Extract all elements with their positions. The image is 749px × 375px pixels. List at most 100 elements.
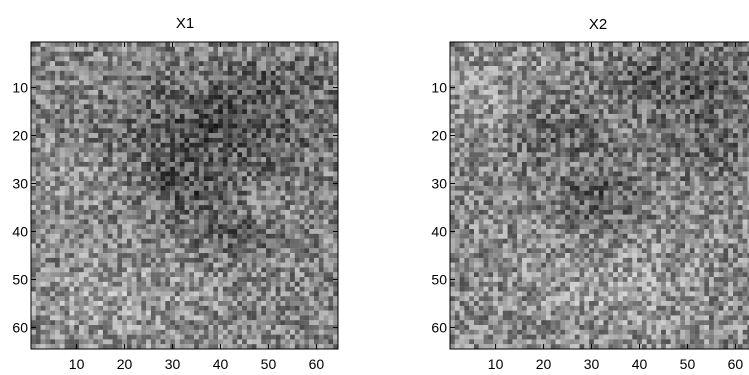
heatmap-cell xyxy=(651,70,657,76)
heatmap-cell xyxy=(174,61,180,67)
heatmap-cell xyxy=(237,65,243,71)
heatmap-cell xyxy=(237,123,243,129)
heatmap-cell xyxy=(579,61,585,67)
heatmap-cell xyxy=(184,109,190,115)
heatmap-cell xyxy=(299,161,305,167)
heatmap-cell xyxy=(507,85,513,91)
heatmap-cell xyxy=(54,42,60,47)
heatmap-cell xyxy=(179,80,185,86)
heatmap-cell xyxy=(184,219,190,225)
heatmap-cell xyxy=(579,51,585,57)
heatmap-cell xyxy=(184,104,190,110)
heatmap-cell xyxy=(174,181,180,187)
heatmap-cell xyxy=(318,137,324,143)
heatmap-cell xyxy=(54,277,60,282)
heatmap-cell xyxy=(304,128,310,134)
heatmap-cell xyxy=(165,267,171,273)
heatmap-cell xyxy=(122,166,128,172)
heatmap-cell xyxy=(545,42,551,47)
heatmap-cell xyxy=(136,181,142,187)
heatmap-cell xyxy=(517,104,523,110)
heatmap-cell xyxy=(333,272,339,278)
heatmap-cell xyxy=(565,75,571,81)
heatmap-cell xyxy=(598,89,604,95)
heatmap-cell xyxy=(651,56,657,62)
heatmap-cell xyxy=(622,65,628,71)
heatmap-cell xyxy=(323,85,329,91)
heatmap-cell xyxy=(50,113,56,119)
heatmap-cell xyxy=(222,42,228,47)
heatmap-cell xyxy=(194,219,200,225)
heatmap-cell xyxy=(737,61,743,67)
heatmap-cell xyxy=(222,181,228,187)
heatmap-cell xyxy=(737,51,743,57)
heatmap-cell xyxy=(88,113,94,119)
heatmap-cell xyxy=(107,277,113,282)
heatmap-cell xyxy=(309,51,315,57)
heatmap-cell xyxy=(198,329,204,335)
heatmap-cell xyxy=(136,123,142,129)
heatmap-cell xyxy=(333,142,339,148)
heatmap-cell xyxy=(227,301,233,306)
heatmap-cell xyxy=(227,195,233,201)
heatmap-cell xyxy=(323,195,329,201)
heatmap-cell xyxy=(136,339,142,345)
heatmap-cell xyxy=(54,344,60,350)
heatmap-cell xyxy=(309,329,315,335)
heatmap-cell xyxy=(661,99,667,105)
heatmap-cell xyxy=(59,61,65,67)
heatmap-cell xyxy=(333,104,339,110)
heatmap-cell xyxy=(227,238,233,244)
heatmap-cell xyxy=(737,99,743,105)
heatmap-cell xyxy=(275,123,281,129)
heatmap-cell xyxy=(222,195,228,201)
heatmap-cell xyxy=(318,181,324,187)
heatmap-cell xyxy=(242,200,248,206)
heatmap-cell xyxy=(54,190,60,196)
heatmap-cell xyxy=(112,329,118,335)
heatmap-cell xyxy=(555,46,561,52)
heatmap-cell xyxy=(222,89,228,95)
heatmap-cell xyxy=(31,161,36,167)
heatmap-cell xyxy=(328,238,334,244)
heatmap-cell xyxy=(54,46,60,52)
heatmap-cell xyxy=(280,152,286,158)
heatmap-cell xyxy=(270,89,276,95)
heatmap-cell xyxy=(512,94,518,100)
heatmap-cell xyxy=(275,42,281,47)
heatmap-cell xyxy=(323,147,329,153)
heatmap-cell xyxy=(93,205,99,211)
heatmap-cell xyxy=(323,214,329,220)
heatmap-cell xyxy=(294,325,300,330)
heatmap-cell xyxy=(141,310,147,316)
heatmap-cell xyxy=(107,301,113,306)
heatmap-cell xyxy=(194,56,200,62)
heatmap-cell xyxy=(131,238,137,244)
heatmap-cell xyxy=(299,229,305,235)
heatmap-cell xyxy=(136,51,142,57)
heatmap-cell xyxy=(50,176,56,182)
heatmap-cell xyxy=(718,51,724,57)
heatmap-cell xyxy=(323,286,329,292)
heatmap-cell xyxy=(122,224,128,230)
heatmap-cell xyxy=(314,301,319,306)
heatmap-cell xyxy=(737,65,743,71)
heatmap-cell xyxy=(136,128,142,134)
heatmap-cell xyxy=(165,113,171,119)
heatmap-cell xyxy=(232,262,238,268)
x-tick-label: 10 xyxy=(69,356,85,372)
heatmap-cell xyxy=(170,109,176,115)
heatmap-cell xyxy=(78,344,84,350)
heatmap-cell xyxy=(488,70,494,76)
heatmap-cell xyxy=(184,305,190,311)
heatmap-cell xyxy=(78,277,84,282)
heatmap-cell xyxy=(593,99,599,105)
heatmap-cell xyxy=(550,42,556,47)
heatmap-cell xyxy=(665,70,671,76)
heatmap-cell xyxy=(69,147,75,153)
heatmap-cell xyxy=(218,190,224,196)
heatmap-cell xyxy=(675,56,681,62)
heatmap-cell xyxy=(270,104,276,110)
heatmap-cell xyxy=(232,85,238,91)
heatmap-cell xyxy=(150,104,156,110)
